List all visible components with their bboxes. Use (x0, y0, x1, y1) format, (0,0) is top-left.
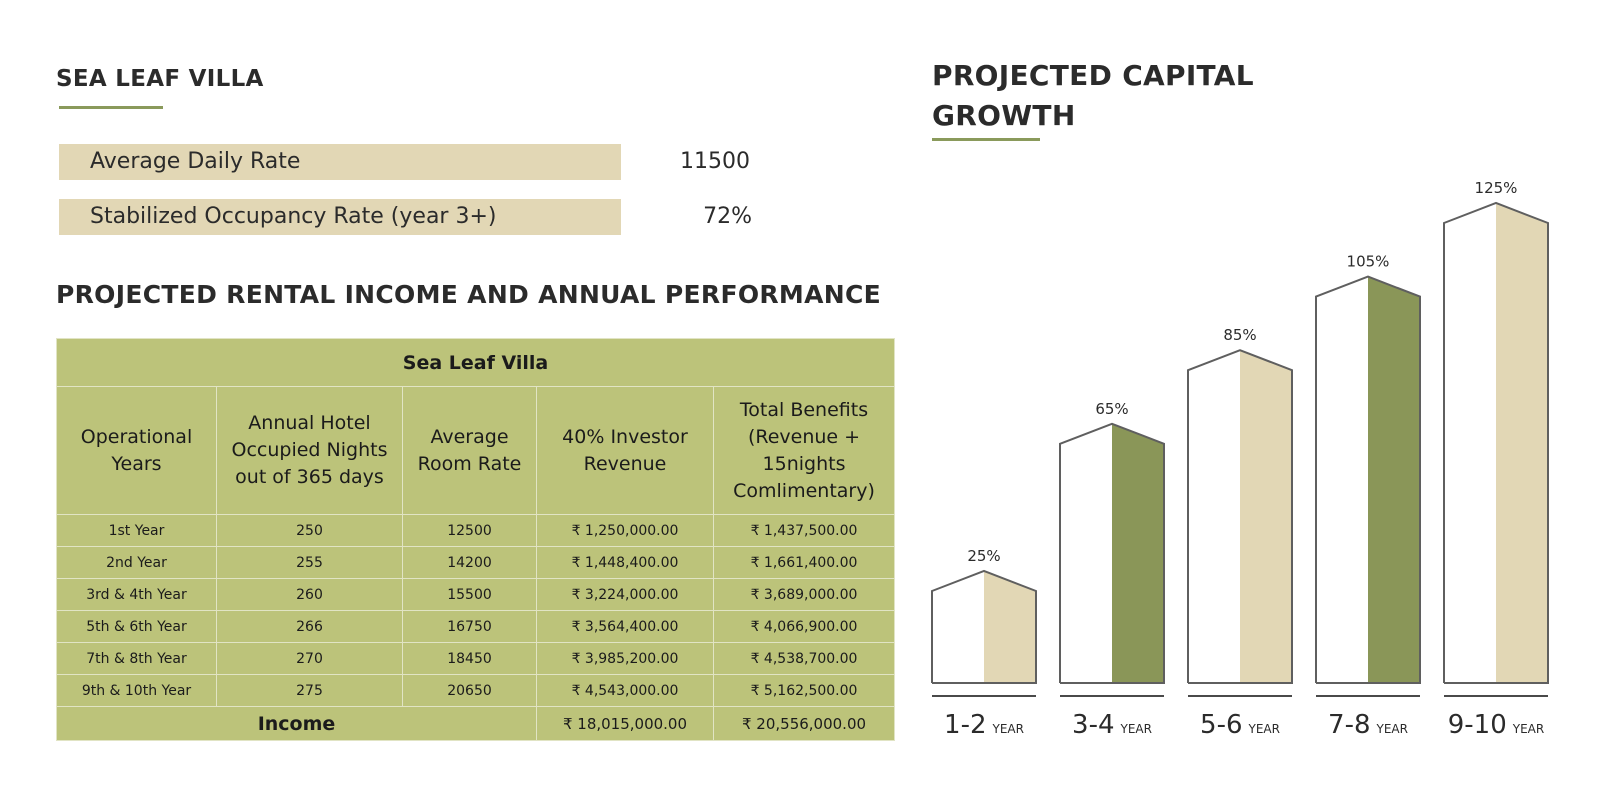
cell-occupied-nights: 275 (216, 674, 403, 707)
cell-investor-revenue: ₹ 3,985,200.00 (536, 642, 714, 675)
cell-total-benefits: ₹ 4,538,700.00 (712, 642, 896, 675)
villa-title-underline (59, 106, 163, 109)
bar-outline (1443, 201, 1549, 684)
cell-occupied-nights: 255 (216, 546, 403, 579)
cell-total-benefits: ₹ 3,689,000.00 (712, 578, 896, 611)
cell-occupied-nights: 260 (216, 578, 403, 611)
category-label: 7-8 YEAR (1328, 710, 1408, 740)
kpi-occupancy-rate-value: 72% (703, 204, 752, 229)
bar-shade (1496, 203, 1548, 683)
kpi-average-daily-rate-label: Average Daily Rate (59, 144, 621, 180)
bar-shade (984, 571, 1036, 683)
bar-shade (1240, 350, 1292, 683)
kpi-average-daily-rate-value: 11500 (680, 149, 750, 174)
table-caption-row: Sea Leaf Villa (55, 338, 896, 387)
column-header-occupied-nights: Annual Hotel Occupied Nights out of 365 … (216, 386, 403, 515)
cell-operational-year: 2nd Year (56, 546, 217, 579)
column-header-investor-revenue: 40% Investor Revenue (536, 386, 714, 515)
cell-total-benefits: ₹ 5,162,500.00 (712, 674, 896, 707)
column-header-operational-years: Operational Years (56, 386, 217, 515)
bar-value-label: 85% (1223, 326, 1256, 344)
total-investor-revenue: ₹ 18,015,000.00 (536, 706, 714, 741)
bar-value-label: 105% (1347, 253, 1390, 271)
table-header-row: Operational Years Annual Hotel Occupied … (56, 386, 896, 515)
chart-title: PROJECTED CAPITAL GROWTH (932, 56, 1254, 136)
bar-outline (1059, 422, 1165, 684)
category-label: 5-6 YEAR (1200, 710, 1280, 740)
table-row: 9th & 10th Year 275 20650 ₹ 4,543,000.00… (56, 674, 896, 707)
cell-operational-year: 3rd & 4th Year (56, 578, 217, 611)
cell-total-benefits: ₹ 1,661,400.00 (712, 546, 896, 579)
category-label: 1-2 YEAR (944, 710, 1024, 740)
table-row: 5th & 6th Year 266 16750 ₹ 3,564,400.00 … (56, 610, 896, 643)
cell-operational-year: 1st Year (56, 514, 217, 547)
bar-shade (1368, 276, 1420, 683)
bar-outline (931, 569, 1037, 684)
bar-value-label: 25% (967, 547, 1000, 565)
cell-investor-revenue: ₹ 1,448,400.00 (536, 546, 714, 579)
bar-outline (1187, 349, 1293, 684)
performance-table: Sea Leaf Villa Operational Years Annual … (55, 338, 896, 741)
cell-room-rate: 15500 (402, 578, 537, 611)
cell-room-rate: 14200 (402, 546, 537, 579)
cell-room-rate: 18450 (402, 642, 537, 675)
total-benefits: ₹ 20,556,000.00 (712, 706, 896, 741)
category-label: 9-10 YEAR (1448, 710, 1544, 740)
cell-investor-revenue: ₹ 3,224,000.00 (536, 578, 714, 611)
cell-operational-year: 7th & 8th Year (56, 642, 217, 675)
cell-room-rate: 12500 (402, 514, 537, 547)
total-income-label: Income (56, 706, 537, 741)
villa-title: SEA LEAF VILLA (56, 66, 264, 92)
table-caption: Sea Leaf Villa (55, 338, 896, 387)
table-row: 2nd Year 255 14200 ₹ 1,448,400.00 ₹ 1,66… (56, 546, 896, 579)
column-header-total-benefits: Total Benefits (Revenue + 15nights Comli… (712, 386, 896, 515)
kpi-occupancy-rate-label: Stabilized Occupancy Rate (year 3+) (59, 199, 621, 235)
chart-title-line-2: GROWTH (932, 99, 1076, 132)
cell-investor-revenue: ₹ 1,250,000.00 (536, 514, 714, 547)
table-total-row: Income ₹ 18,015,000.00 ₹ 20,556,000.00 (56, 706, 896, 741)
table-row: 3rd & 4th Year 260 15500 ₹ 3,224,000.00 … (56, 578, 896, 611)
table-row: 7th & 8th Year 270 18450 ₹ 3,985,200.00 … (56, 642, 896, 675)
cell-room-rate: 20650 (402, 674, 537, 707)
bar-value-label: 125% (1475, 179, 1518, 197)
cell-occupied-nights: 270 (216, 642, 403, 675)
capital-growth-chart: 25% 1-2 YEAR 65% 3-4 YEAR 85% 5-6 YEAR 105% 7-8 YEA… (931, 179, 1549, 740)
bar-shade (1112, 423, 1164, 683)
chart-title-underline (932, 138, 1040, 141)
category-label: 3-4 YEAR (1072, 710, 1152, 740)
income-section-title: PROJECTED RENTAL INCOME AND ANNUAL PERFO… (56, 280, 882, 309)
cell-occupied-nights: 266 (216, 610, 403, 643)
cell-total-benefits: ₹ 4,066,900.00 (712, 610, 896, 643)
cell-operational-year: 9th & 10th Year (56, 674, 217, 707)
cell-occupied-nights: 250 (216, 514, 403, 547)
cell-total-benefits: ₹ 1,437,500.00 (712, 514, 896, 547)
column-header-average-room-rate: Average Room Rate (402, 386, 537, 515)
cell-investor-revenue: ₹ 4,543,000.00 (536, 674, 714, 707)
chart-title-line-1: PROJECTED CAPITAL (932, 59, 1254, 92)
cell-investor-revenue: ₹ 3,564,400.00 (536, 610, 714, 643)
cell-operational-year: 5th & 6th Year (56, 610, 217, 643)
table-row: 1st Year 250 12500 ₹ 1,250,000.00 ₹ 1,43… (56, 514, 896, 547)
cell-room-rate: 16750 (402, 610, 537, 643)
bar-outline (1315, 275, 1421, 684)
bar-value-label: 65% (1095, 400, 1128, 418)
